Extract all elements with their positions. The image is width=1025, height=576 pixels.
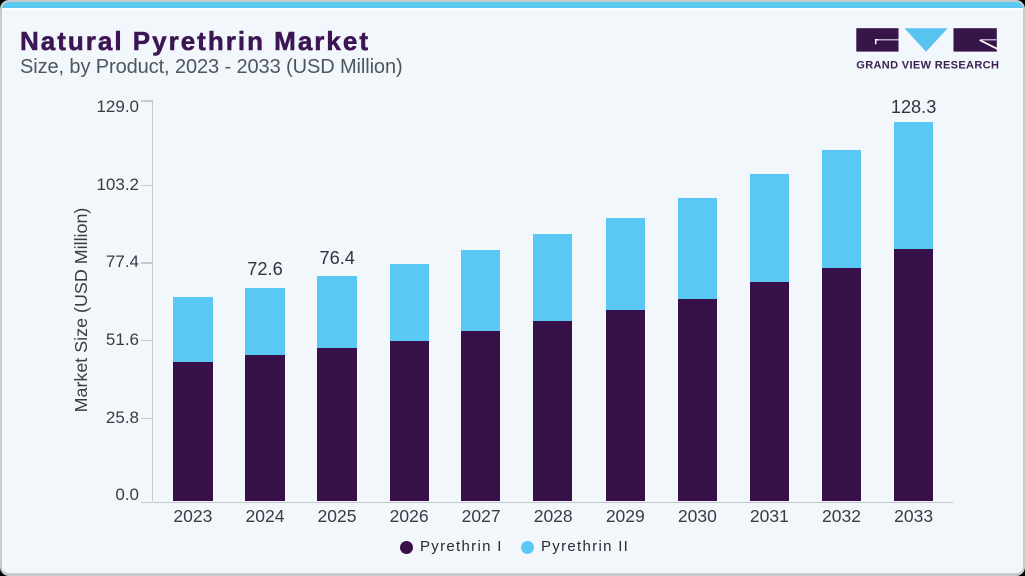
svg-text:GRAND VIEW RESEARCH: GRAND VIEW RESEARCH xyxy=(856,60,999,72)
